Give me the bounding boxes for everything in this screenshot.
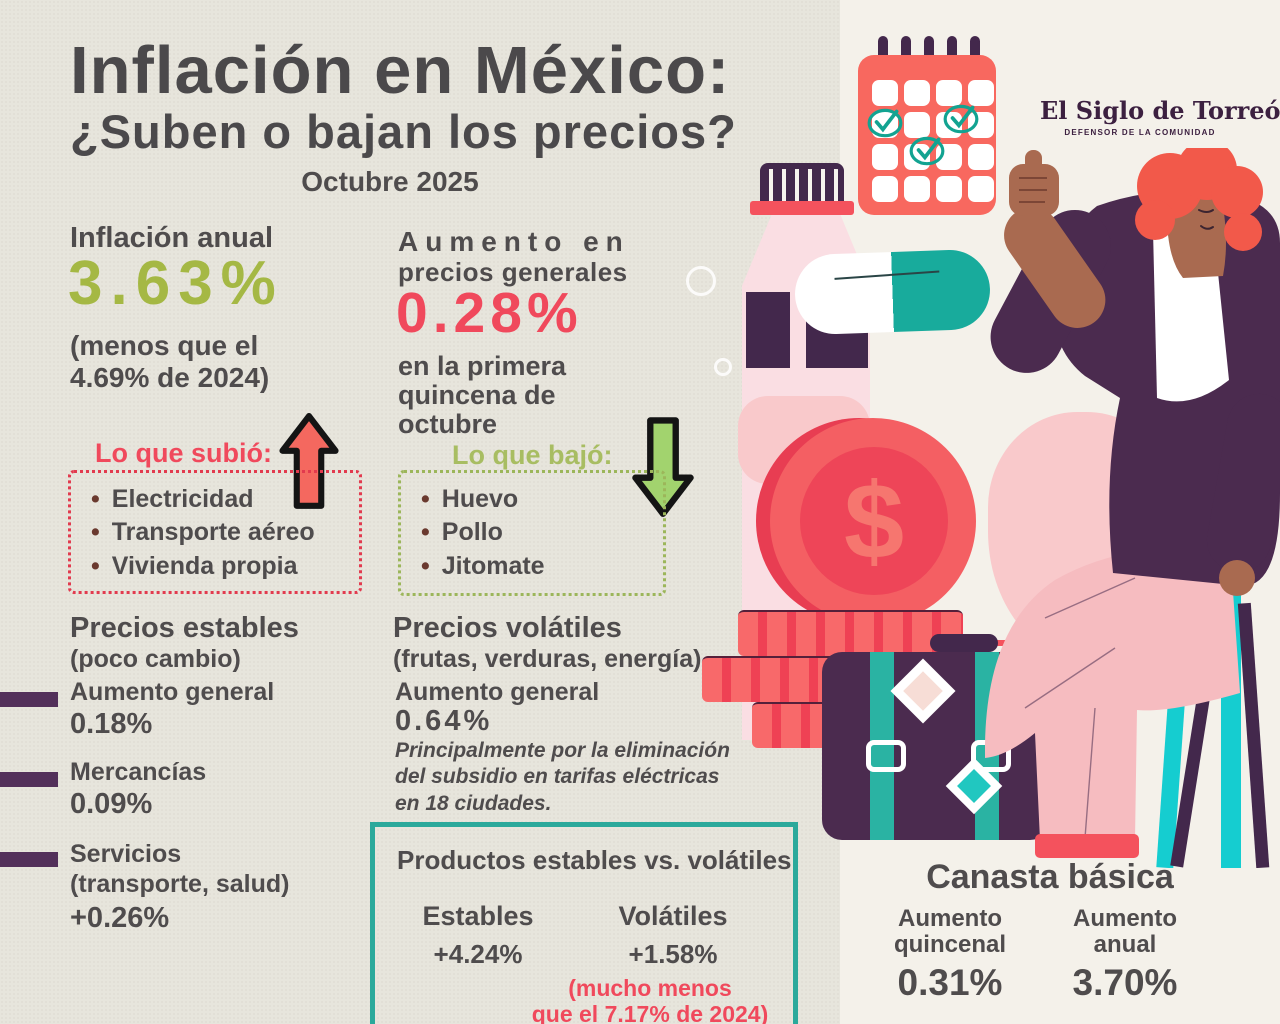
calendar-ring-icon: [901, 36, 911, 70]
stat-bar: [0, 692, 58, 707]
comparison-title: Productos estables vs. volátiles: [397, 845, 792, 875]
annual-inflation-label: Inflación anual: [70, 222, 274, 254]
decorative-ring: [686, 266, 716, 296]
stable-item-sublabel: (transporte, salud): [70, 870, 290, 898]
bottle-band: [750, 201, 854, 215]
canasta-title: Canasta básica: [926, 858, 1174, 896]
calendar-ring-icon: [947, 36, 957, 70]
annual-inflation-note: (menos que el 4.69% de 2024): [70, 330, 270, 394]
stable-item-label: Aumento general: [70, 678, 275, 706]
dollar-sign-icon: $: [843, 460, 905, 581]
went-down-item: Huevo: [415, 483, 657, 516]
stat-bar: [0, 772, 58, 787]
went-down-item: Pollo: [415, 516, 657, 549]
comparison-volatile-value: +1.58%: [628, 939, 718, 969]
logo-tagline: DEFENSOR DE LA COMUNIDAD: [1064, 128, 1216, 137]
canasta-col2-label: Aumento anual: [1073, 905, 1177, 959]
stable-item-label: Mercancías: [70, 758, 207, 786]
newspaper-logo: El Siglo de Torreón DEFENSOR DE LA COMUN…: [1040, 96, 1280, 137]
suitcase-sticker: [890, 658, 956, 724]
bottle-label: [746, 292, 790, 368]
volatile-prices-subtitle: (frutas, verduras, energía): [393, 645, 702, 673]
went-up-item: Electricidad: [85, 483, 353, 516]
suitcase-handle: [930, 634, 998, 652]
comparison-box: Productos estables vs. volátiles Estable…: [370, 822, 798, 1024]
calendar-check-icon: [867, 108, 903, 138]
suitcase-strap: [870, 652, 894, 840]
calendar-ring-icon: [924, 36, 934, 70]
logo-name: El Siglo de Torreón: [1040, 96, 1280, 125]
suitcase-buckle: [866, 740, 906, 772]
pill-capsule-icon: [793, 248, 992, 336]
comparison-stable-value: +4.24%: [433, 939, 523, 969]
stat-bar: [0, 852, 58, 867]
went-up-item: Vivienda propia: [85, 550, 353, 583]
stable-prices-title: Precios estables: [70, 612, 299, 644]
volatile-increase-value: 0.64%: [395, 705, 493, 737]
poster-title: Inflación en México:: [70, 33, 731, 108]
annual-inflation-value: 3.63%: [68, 249, 284, 318]
canasta-col1-label: Aumento quincenal: [893, 905, 1007, 959]
calendar-ring-icon: [970, 36, 980, 70]
coin-inner-circle: $: [800, 447, 948, 595]
went-down-list-box: Huevo Pollo Jitomate: [398, 470, 666, 596]
poster-date: Octubre 2025: [301, 166, 479, 197]
calendar-ring-icon: [878, 36, 888, 70]
stable-item-label: Servicios: [70, 840, 182, 868]
comparison-note: (mucho menos que el 7.17% de 2024): [515, 975, 785, 1024]
calendar-days-grid: [872, 80, 994, 208]
stable-prices-subtitle: (poco cambio): [70, 645, 241, 673]
bottle-cap-icon: [760, 163, 844, 203]
comparison-volatile-label: Volátiles: [618, 901, 728, 931]
decorative-ring: [714, 358, 732, 376]
poster-subtitle: ¿Suben o bajan los precios?: [70, 105, 737, 158]
general-increase-label-line2: precios generales: [398, 257, 628, 287]
general-increase-note: en la primera quincena de octubre: [398, 351, 567, 440]
went-up-label: Lo que subió:: [95, 438, 272, 468]
went-up-list-box: Electricidad Transporte aéreo Vivienda p…: [68, 470, 362, 594]
went-down-item: Jitomate: [415, 550, 657, 583]
went-up-item: Transporte aéreo: [85, 516, 353, 549]
went-down-label: Lo que bajó:: [452, 440, 613, 470]
comparison-note-line1: (mucho menos: [568, 975, 732, 1001]
coin-stack-row: [738, 610, 963, 656]
general-increase-value: 0.28%: [396, 281, 583, 345]
woman-illustration: [985, 148, 1280, 868]
volatile-increase-label: Aumento general: [395, 678, 600, 706]
stable-item-value: 0.09%: [70, 788, 153, 820]
canasta-col2-value: 3.70%: [1072, 962, 1178, 1003]
calendar-check-icon: [909, 136, 945, 166]
stable-item-value: 0.18%: [70, 708, 153, 740]
volatile-prices-note: Principalmente por la eliminación del su…: [395, 739, 730, 815]
general-increase-label-line1: Aumento en: [398, 226, 630, 257]
stable-item-value: +0.26%: [70, 902, 170, 934]
volatile-prices-title: Precios volátiles: [393, 612, 622, 644]
comparison-stable-label: Estables: [422, 901, 534, 931]
canasta-col1-value: 0.31%: [897, 962, 1003, 1003]
calendar-check-icon: [943, 104, 979, 134]
comparison-note-line2: que el 7.17% de 2024): [531, 1001, 769, 1024]
